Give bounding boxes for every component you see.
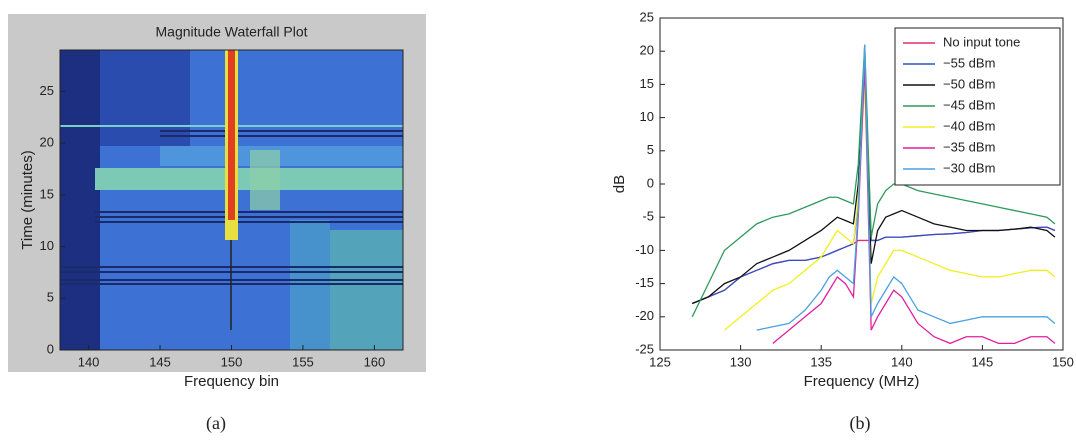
- heatmap-image: [60, 50, 403, 350]
- heat-region: [60, 50, 100, 350]
- y-axis-label: dB: [611, 175, 628, 193]
- heat-region: [250, 150, 280, 210]
- x-tick-label: 135: [810, 354, 832, 369]
- x-tick-label: 140: [78, 354, 100, 369]
- y-tick-label: 20: [640, 43, 654, 58]
- heat-peak: [228, 50, 235, 220]
- y-tick-label: 15: [40, 186, 54, 201]
- x-axis-label: Frequency (MHz): [804, 373, 920, 390]
- legend-label: −30 dBm: [943, 160, 995, 175]
- x-tick-label: 145: [972, 354, 994, 369]
- y-tick-label: 20: [40, 135, 54, 150]
- x-tick-label: 155: [292, 354, 314, 369]
- y-tick-label: 10: [40, 238, 54, 253]
- x-tick-label: 145: [149, 354, 171, 369]
- y-tick-label: 5: [647, 142, 654, 157]
- caption: (b): [850, 413, 871, 434]
- y-tick-label: 10: [640, 109, 654, 124]
- legend-label: −35 dBm: [943, 139, 995, 154]
- y-axis-label: Time (minutes): [19, 150, 36, 249]
- x-tick-label: 160: [364, 354, 386, 369]
- legend-label: −40 dBm: [943, 118, 995, 133]
- series-line: [691, 44, 1056, 318]
- x-tick-label: 150: [221, 354, 243, 369]
- y-tick-label: -5: [642, 209, 654, 224]
- y-tick-label: -10: [635, 242, 654, 257]
- x-tick-label: 150: [1052, 354, 1074, 369]
- y-tick-label: -25: [635, 341, 654, 356]
- y-tick-label: 5: [47, 290, 54, 305]
- legend-label: −50 dBm: [943, 76, 995, 91]
- chart-title: Magnitude Waterfall Plot: [156, 24, 308, 40]
- series-line: [724, 84, 1056, 331]
- y-tick-label: -20: [635, 308, 654, 323]
- caption: (a): [206, 413, 226, 434]
- heat-region: [330, 230, 403, 350]
- series-line: [756, 44, 1056, 331]
- y-tick-label: 25: [40, 83, 54, 98]
- x-tick-label: 140: [891, 354, 913, 369]
- legend-label: −55 dBm: [943, 55, 995, 70]
- x-tick-label: 130: [730, 354, 752, 369]
- heat-region: [160, 146, 403, 166]
- y-tick-label: 25: [640, 9, 654, 24]
- legend-label: −45 dBm: [943, 97, 995, 112]
- y-tick-label: 0: [47, 341, 54, 356]
- legend-label: No input tone: [943, 34, 1020, 49]
- y-tick-label: 15: [640, 76, 654, 91]
- y-tick-label: 0: [647, 175, 654, 190]
- heat-region: [95, 168, 403, 190]
- x-axis-label: Frequency bin: [184, 373, 279, 390]
- x-tick-label: 125: [649, 354, 671, 369]
- series-line: [772, 64, 1056, 345]
- y-tick-label: -15: [635, 275, 654, 290]
